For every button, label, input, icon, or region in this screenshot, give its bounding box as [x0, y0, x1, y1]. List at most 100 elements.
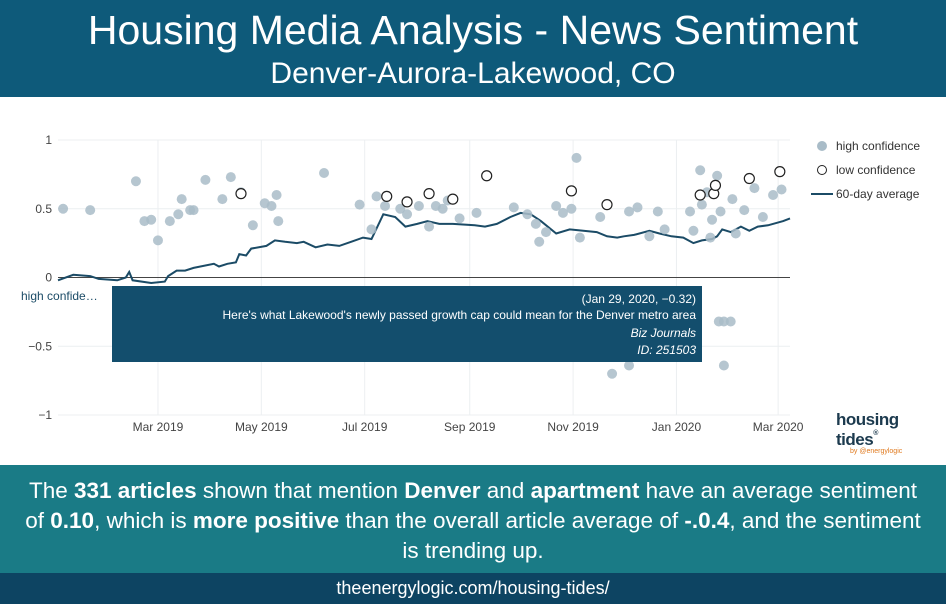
low-confidence-point	[694, 189, 706, 201]
high-confidence-point	[574, 232, 585, 243]
url-footer: theenergylogic.com/housing-tides/	[0, 573, 946, 604]
high-confidence-marker-icon	[817, 141, 827, 151]
low-confidence-point	[774, 166, 786, 178]
high-confidence-point	[176, 194, 187, 205]
high-confidence-point	[522, 209, 533, 220]
legend-label-high: high confidence	[836, 139, 921, 153]
housing-tides-logo: housing tides® by @energylogic	[836, 410, 926, 455]
high-confidence-point	[730, 228, 741, 239]
high-confidence-point	[695, 165, 706, 176]
high-confidence-point	[624, 206, 635, 217]
logo-brand: housing tides	[836, 410, 899, 449]
x-tick-label: May 2019	[235, 420, 288, 434]
high-confidence-point	[571, 152, 582, 163]
high-confidence-point	[271, 190, 282, 200]
high-confidence-point	[595, 212, 606, 222]
summary-part: , and the sentiment is trending up.	[402, 508, 921, 563]
header-banner: Housing Media Analysis - News Sentiment …	[0, 0, 946, 97]
high-confidence-point	[652, 206, 663, 217]
high-confidence-point	[705, 232, 716, 243]
legend-label-low: low confidence	[836, 163, 916, 177]
y-tick-label: 0.5	[35, 202, 52, 216]
tooltip-coords: (Jan 29, 2020, −0.32)	[581, 292, 696, 306]
high-confidence-point	[146, 214, 157, 225]
high-confidence-point	[718, 360, 729, 371]
high-confidence-point	[402, 209, 413, 220]
legend-item-60-day-average[interactable]: 60-day average	[808, 182, 920, 206]
high-confidence-point	[58, 203, 69, 214]
high-confidence-point	[454, 213, 465, 224]
high-confidence-point	[380, 201, 391, 211]
tooltip-headline: Here's what Lakewood's newly passed grow…	[222, 308, 697, 322]
high-confidence-point	[727, 194, 738, 205]
high-confidence-point	[247, 220, 258, 231]
high-confidence-point	[508, 202, 519, 213]
high-confidence-point	[371, 191, 382, 202]
high-confidence-point	[712, 170, 723, 181]
high-confidence-point	[273, 216, 284, 227]
summary-keyword-city: Denver	[404, 478, 481, 503]
high-confidence-point	[85, 205, 96, 216]
low-confidence-point	[447, 193, 459, 205]
low-confidence-point	[235, 188, 247, 200]
high-confidence-point	[534, 236, 545, 247]
summary-comparison: more positive	[192, 508, 340, 533]
x-tick-label: Sep 2019	[444, 420, 496, 434]
high-confidence-point	[707, 214, 718, 225]
sentiment-chart[interactable]: Mar 2019 May 2019 Jul 2019 Sep 2019 Nov 2019…	[0, 97, 946, 465]
high-confidence-point	[566, 203, 577, 214]
y-tick-label: −0.5	[28, 339, 52, 353]
logo-by: by @energylogic	[850, 448, 903, 455]
high-confidence-point	[217, 194, 228, 205]
high-confidence-point	[354, 199, 365, 210]
legend-label-avg: 60-day average	[836, 187, 920, 201]
high-confidence-point	[152, 235, 163, 246]
tooltip-source: Biz Journals	[630, 326, 696, 340]
summary-part: and	[480, 478, 531, 503]
high-confidence-point	[715, 206, 726, 217]
page-title: Housing Media Analysis - News Sentiment	[87, 7, 859, 53]
low-confidence-point	[601, 199, 613, 211]
high-confidence-point	[685, 206, 696, 217]
average-line-icon	[811, 193, 833, 195]
high-confidence-point	[557, 207, 568, 218]
high-confidence-point	[749, 183, 760, 194]
low-confidence-point	[401, 196, 413, 208]
y-tick-label: 0	[45, 271, 52, 285]
high-confidence-point	[437, 203, 448, 214]
hover-series-label: high confide…	[18, 289, 101, 303]
high-confidence-point	[718, 316, 729, 327]
high-confidence-point	[395, 203, 406, 214]
average-series-line	[57, 211, 791, 285]
legend-item-low-confidence[interactable]: low confidence	[808, 158, 920, 182]
high-confidence-point	[768, 190, 779, 200]
high-confidence-point	[471, 207, 482, 218]
logo-tm: ®	[873, 430, 878, 437]
x-tick-label: Jan 2020	[652, 420, 702, 434]
high-confidence-point	[607, 368, 618, 379]
summary-part: than the overall article average of	[339, 508, 685, 533]
y-tick-label: 1	[45, 133, 52, 147]
hover-tooltip: (Jan 29, 2020, −0.32) Here's what Lakewo…	[112, 286, 702, 362]
summary-overall-average: -.0.4	[684, 508, 730, 533]
site-url-link[interactable]: theenergylogic.com/housing-tides/	[336, 578, 610, 598]
high-confidence-point	[739, 205, 750, 216]
summary-article-count: 331 articles	[73, 478, 197, 503]
y-tick-label: −1	[38, 408, 52, 422]
low-confidence-point	[565, 185, 578, 197]
summary-part: shown that mention	[196, 478, 405, 503]
high-confidence-point	[688, 225, 699, 236]
low-confidence-point	[481, 170, 493, 182]
high-confidence-point	[225, 172, 236, 183]
legend-item-high-confidence[interactable]: high confidence	[808, 134, 920, 158]
x-tick-label: Nov 2019	[547, 420, 599, 434]
high-confidence-point	[173, 209, 184, 220]
summary-part: have an average sentiment of	[25, 478, 918, 533]
high-confidence-point	[757, 212, 768, 222]
high-confidence-point	[551, 201, 562, 211]
low-confidence-marker-icon	[817, 165, 827, 175]
high-confidence-point	[188, 205, 199, 216]
chart-legend[interactable]: high confidence low confidence 60-day av…	[808, 134, 920, 206]
high-confidence-point	[200, 174, 211, 185]
summary-text: The 331 articles shown that mention Denv…	[20, 476, 926, 566]
